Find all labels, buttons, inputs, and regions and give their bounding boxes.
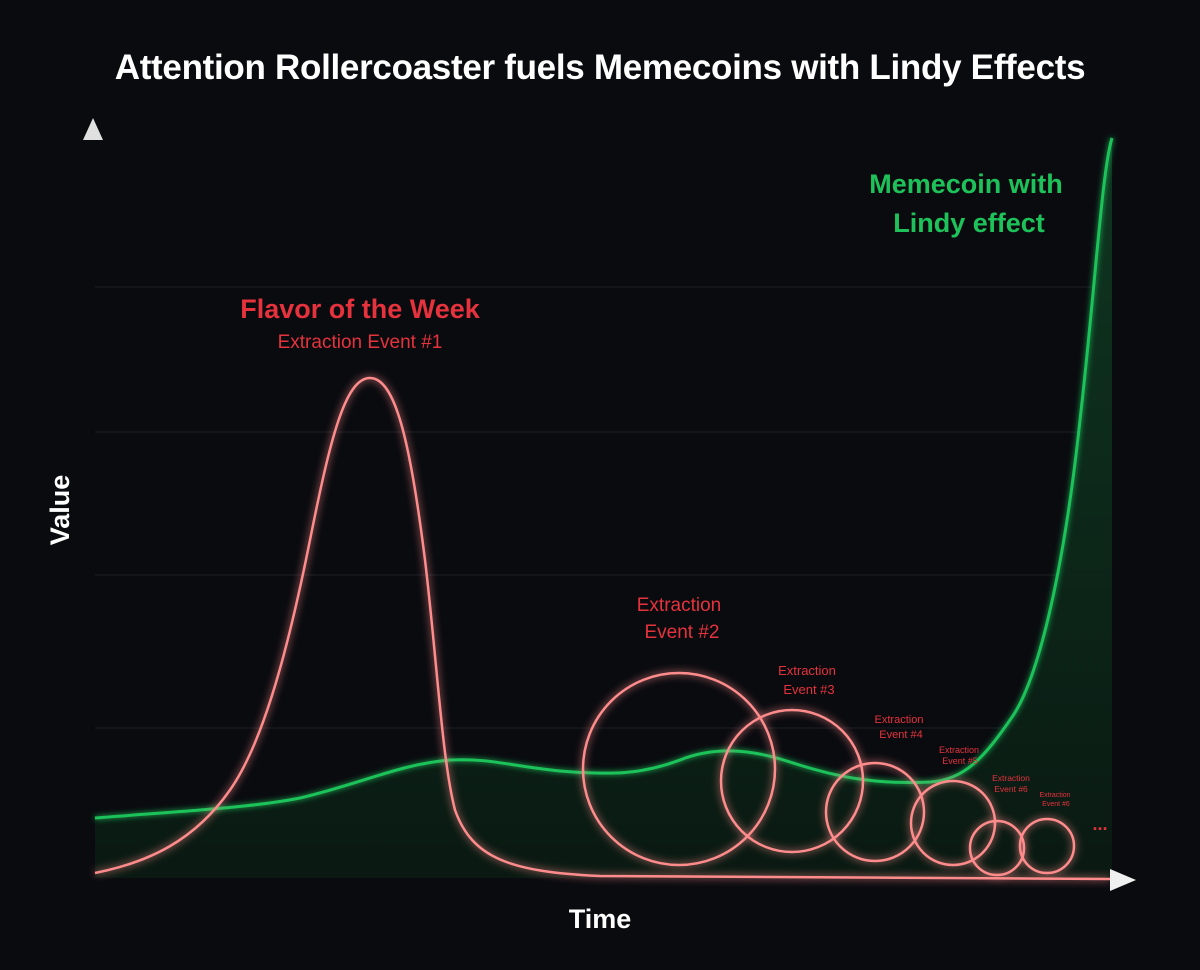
- event-5-line2: Event #5: [942, 756, 978, 766]
- event-5-line1: Extraction: [939, 745, 979, 755]
- event-6-line2: Event #6: [994, 784, 1028, 794]
- event-4-line1: Extraction: [875, 714, 924, 726]
- event-4-line2: Event #4: [879, 729, 922, 741]
- extraction-bubble-4: [824, 761, 926, 863]
- event-3-line1: Extraction: [778, 663, 836, 678]
- ellipsis-marker: ...: [1092, 814, 1107, 834]
- extraction-bubble-2: [581, 671, 777, 867]
- extraction-bubble-7: [1018, 817, 1076, 875]
- extraction-bubbles: [581, 671, 1076, 877]
- extraction-bubble-3: [719, 708, 865, 854]
- y-axis-label: Value: [45, 475, 75, 546]
- y-axis-arrow-icon: [83, 118, 103, 140]
- x-axis-arrow-icon: [1110, 869, 1136, 891]
- extraction-bubble-6: [968, 819, 1026, 877]
- page-title: Attention Rollercoaster fuels Memecoins …: [115, 48, 1086, 87]
- event-7-line1: Extraction: [1039, 792, 1070, 799]
- flavor-subtitle: Extraction Event #1: [278, 332, 443, 353]
- event-2-line2: Event #2: [645, 622, 720, 643]
- gridlines: [95, 286, 1110, 729]
- memecoin-label-line1: Memecoin with: [869, 169, 1063, 199]
- event-7-line2: Event #6: [1042, 801, 1070, 808]
- flavor-title: Flavor of the Week: [240, 294, 481, 324]
- extraction-bubble-5: [909, 779, 997, 867]
- axes: [83, 118, 1136, 891]
- event-2-line1: Extraction: [637, 595, 721, 616]
- memecoin-area: [95, 138, 1112, 878]
- flavor-curve: [94, 376, 1111, 881]
- memecoin-line: [94, 137, 1114, 820]
- x-axis-label: Time: [569, 904, 632, 934]
- event-6-line1: Extraction: [992, 773, 1030, 783]
- memecoin-label-line2: Lindy effect: [893, 208, 1045, 238]
- event-3-line2: Event #3: [783, 682, 834, 697]
